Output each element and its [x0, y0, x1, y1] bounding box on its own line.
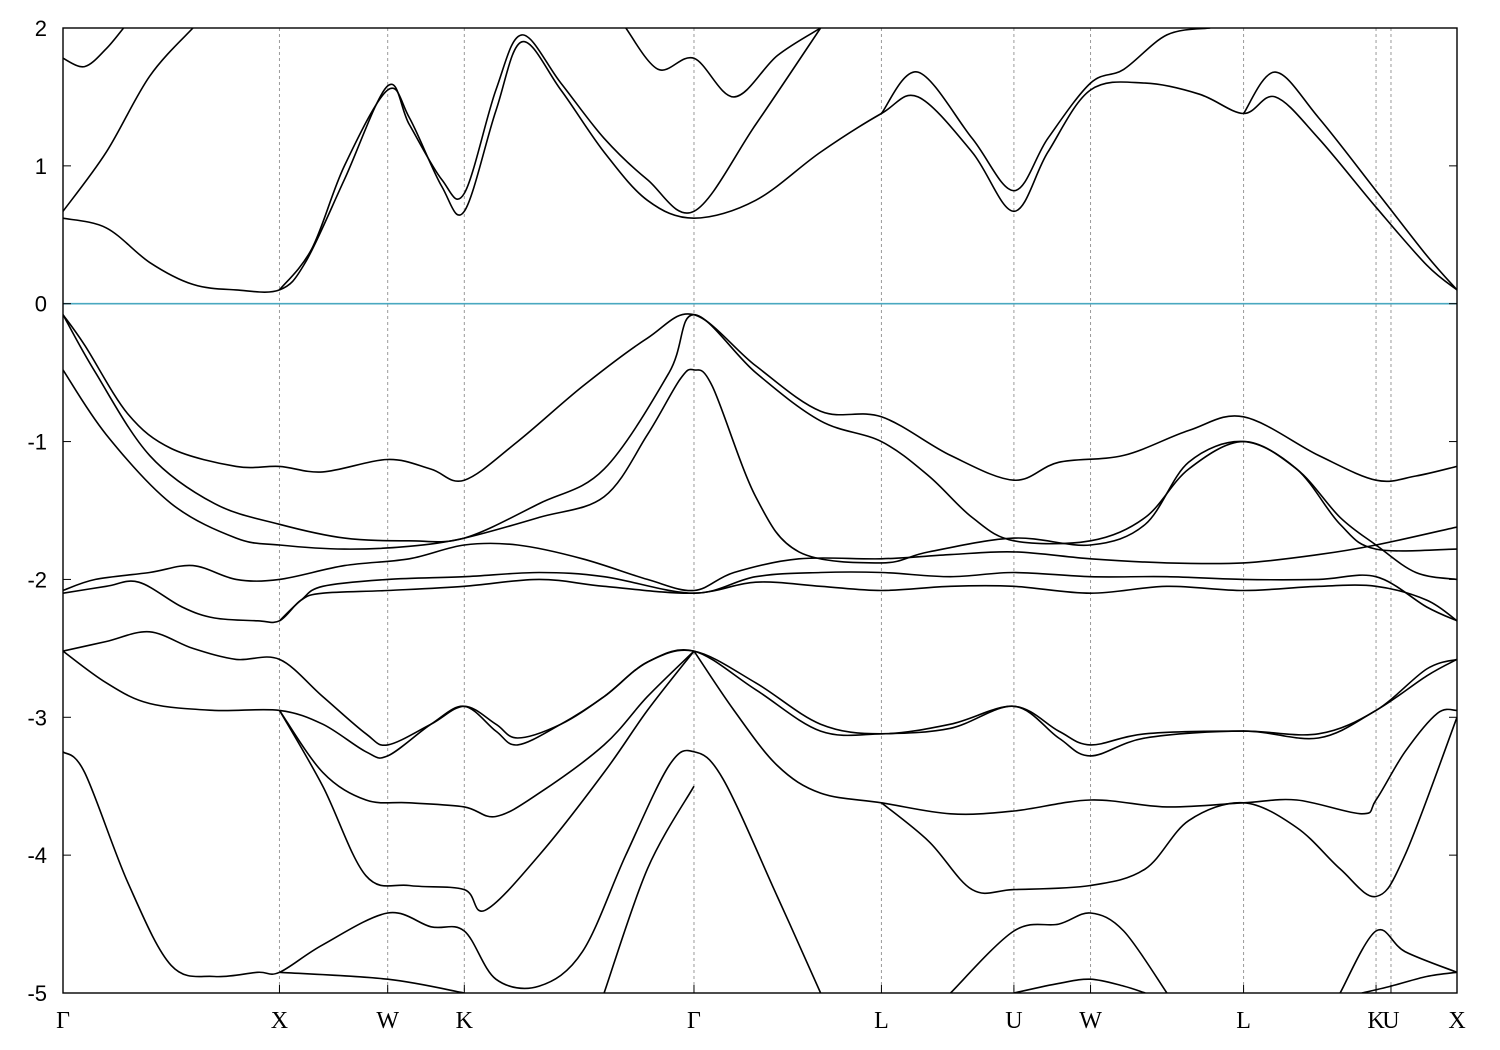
- band-line-21: [279, 971, 465, 993]
- band-line-12: [63, 578, 1457, 624]
- band-line-1: [63, 28, 822, 293]
- band-line-14: [63, 630, 1457, 747]
- y-axis-ticks: 2 1 0 -1 -2 -3 -4 -5: [27, 16, 1457, 1006]
- kpoint-label: Γ: [56, 1008, 70, 1034]
- y-tick-label: -4: [27, 843, 47, 868]
- band-line-24: [1013, 978, 1146, 993]
- band-line-25: [1339, 928, 1457, 993]
- band-line-17: [278, 650, 695, 818]
- band-line-22: [603, 785, 695, 993]
- band-lines: [63, 28, 1457, 993]
- x-axis-kpoint-labels: Γ X W K Γ L U W L KU X: [56, 985, 1466, 1034]
- band-line-8: [63, 313, 1457, 483]
- y-tick-label: 1: [35, 154, 47, 179]
- band-line-13: [278, 571, 1457, 622]
- kpoint-grid-lines: [278, 28, 1392, 993]
- kpoint-label: U: [1005, 1008, 1022, 1034]
- y-tick-label: 0: [35, 292, 47, 317]
- band-line-5: [1242, 71, 1457, 291]
- kpoint-label: W: [1079, 1008, 1102, 1034]
- y-tick-label: -2: [27, 567, 47, 592]
- band-line-23: [949, 912, 1168, 993]
- y-tick-label: -3: [27, 705, 47, 730]
- band-line-20: [880, 717, 1457, 898]
- band-line-10: [63, 368, 1457, 564]
- band-line-3: [278, 40, 1457, 291]
- band-line-6: [625, 28, 822, 98]
- y-tick-label: -5: [27, 981, 47, 1006]
- band-line-18: [63, 749, 822, 993]
- kpoint-label: W: [376, 1008, 399, 1034]
- band-line-11: [63, 526, 1457, 592]
- band-line-9: [63, 313, 1457, 581]
- kpoint-label: L: [1236, 1008, 1251, 1034]
- kpoint-label: K: [1367, 1008, 1385, 1034]
- band-line-19: [278, 650, 695, 912]
- band-line-7: [63, 28, 125, 68]
- band-line-4: [880, 28, 1211, 192]
- plot-frame: [62, 27, 1458, 994]
- kpoint-label: X: [271, 1008, 288, 1034]
- kpoint-label: Γ: [687, 1008, 701, 1034]
- band-line-2: [63, 28, 194, 212]
- y-tick-label: -1: [27, 430, 47, 455]
- kpoint-label: L: [874, 1008, 889, 1034]
- kpoint-label: U: [1382, 1008, 1399, 1034]
- band-line-16: [693, 650, 1457, 816]
- kpoint-label: K: [456, 1008, 474, 1034]
- band-line-26: [1361, 971, 1457, 993]
- band-line-15: [63, 649, 1457, 759]
- kpoint-label: X: [1448, 1008, 1465, 1034]
- y-tick-label: 2: [35, 16, 47, 41]
